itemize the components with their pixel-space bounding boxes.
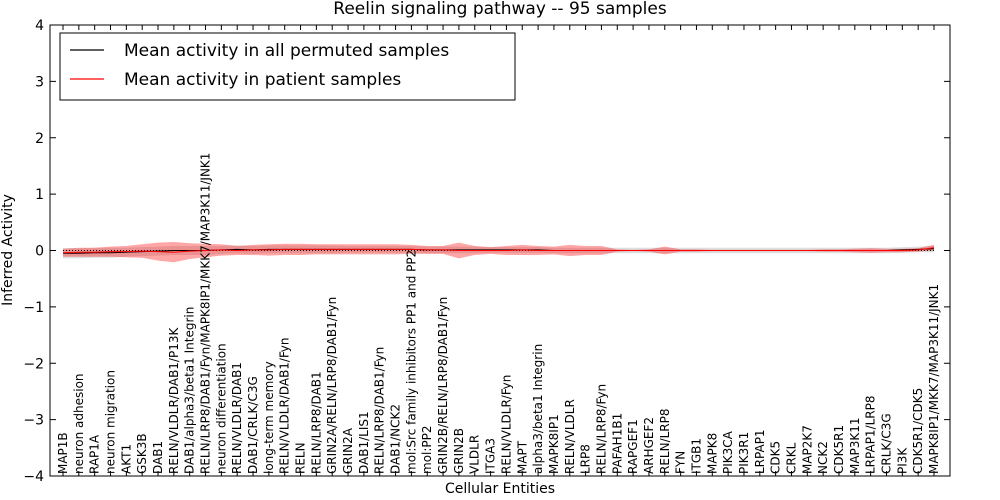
band-series-0 xyxy=(63,245,934,259)
x-tick-label: ITGA3 xyxy=(484,438,498,474)
x-tick-label: RAPGEF1 xyxy=(626,419,640,474)
x-tick-label: AKT1 xyxy=(119,444,133,474)
x-tick-label: GRIN2A/RELN/LRP8/DAB1/Fyn xyxy=(325,297,339,474)
x-tick-label: MAPK8IP1/MKK7/MAP3K11/JNK1 xyxy=(927,284,941,474)
y-tick-label: −3 xyxy=(23,413,44,429)
x-tick-label: neuron adhesion xyxy=(72,373,86,474)
x-tick-label: RELN/VLDLR xyxy=(563,399,577,474)
legend-label-patient: Mean activity in patient samples xyxy=(124,70,401,90)
x-tick-label: GSK3B xyxy=(135,433,149,474)
x-tick-label: MAP2K7 xyxy=(800,425,814,474)
y-tick-label: 3 xyxy=(35,74,44,90)
x-tick-label: RAP1A xyxy=(88,434,102,474)
legend-frame xyxy=(59,32,516,101)
x-tick-label: long-term memory xyxy=(262,361,276,474)
x-tick-label: LRP8 xyxy=(579,444,593,474)
x-tick-label: LRPAP1/LRP8 xyxy=(864,395,878,474)
x-tick-label: VLDLR xyxy=(468,435,482,474)
x-tick-label: DAB1/alpha3/beta1 Integrin xyxy=(183,307,197,474)
x-tick-label: RELN/VLDLR/DAB1 xyxy=(230,362,244,474)
y-tick-label: 1 xyxy=(35,187,44,203)
x-axis-label: Cellular Entities xyxy=(445,481,555,497)
x-tick-label: PI3K xyxy=(895,447,909,474)
x-tick-label: MAPT xyxy=(515,440,529,474)
y-tick-label: 2 xyxy=(35,131,44,147)
x-tick-label: RELN/VLDLR/Fyn xyxy=(499,375,513,474)
x-tick-label: DAB1/NCK2 xyxy=(389,404,403,474)
x-tick-label: CDK5R1/CDK5 xyxy=(911,388,925,474)
x-tick-label: FYN xyxy=(674,451,688,474)
x-tick-label: neuron migration xyxy=(104,370,118,474)
x-tick-label: ITGB1 xyxy=(690,438,704,474)
x-tick-label: RELN/VLDLR/DAB1/P13K xyxy=(167,327,181,474)
chart-title: Reelin signaling pathway -- 95 samples xyxy=(333,0,667,19)
x-tick-label: PIK3CA xyxy=(721,430,735,474)
x-tick-label: RELN/LRP8/Fyn xyxy=(594,384,608,474)
x-tick-label: MAP1B xyxy=(56,432,70,474)
y-tick-label: −2 xyxy=(23,356,44,372)
x-tick-label: mol:Src family inhibitors PP1 and PP2 xyxy=(404,250,418,474)
x-tick-label: PIK3R1 xyxy=(737,432,751,474)
x-tick-label: RELN/LRP8 xyxy=(658,408,672,474)
x-tick-label: PAFAH1B1 xyxy=(610,413,624,474)
x-tick-label: ARHGEF2 xyxy=(642,417,656,474)
x-tick-label: DAB1/LIS1 xyxy=(357,411,371,474)
x-tick-label: RELN/VLDLR/DAB1/Fyn xyxy=(278,338,292,474)
x-tick-label: neuron differentiation xyxy=(214,343,228,474)
x-tick-label: CDK5 xyxy=(769,441,783,474)
x-tick-label: RELN/LRP8/DAB1 xyxy=(309,371,323,474)
x-tick-label: MAPK8IP1 xyxy=(547,414,561,474)
y-tick-label: 4 xyxy=(35,18,44,34)
x-axis: MAP1B neuron adhesion RAP1A neuron migratio… xyxy=(56,25,941,476)
x-tick-label: DAB1/CRLK/C3G xyxy=(246,376,260,474)
y-tick-label: −1 xyxy=(23,300,44,316)
y-axis-label: Inferred Activity xyxy=(0,194,16,306)
x-tick-label: NCK2 xyxy=(816,441,830,474)
y-axis: −4 −3 −2 −1 0 1 2 3 4 xyxy=(23,18,950,485)
x-tick-label: CRLK/C3G xyxy=(880,413,894,474)
x-tick-label: GRIN2A xyxy=(341,427,355,474)
band-series-1 xyxy=(63,242,934,263)
x-tick-label: CDK5R1 xyxy=(832,425,846,474)
x-tick-label: MAPK8 xyxy=(705,433,719,474)
x-tick-label: CRKL xyxy=(785,442,799,474)
x-tick-label: GRIN2B/RELN/LRP8/DAB1/Fyn xyxy=(436,297,450,474)
series-line-1 xyxy=(62,247,935,254)
x-tick-label: GRIN2B xyxy=(452,428,466,474)
series-lines xyxy=(62,247,935,254)
x-tick-label: alpha3/beta1 Integrin xyxy=(531,344,545,474)
y-tick-label: −4 xyxy=(23,469,44,485)
x-tick-label: MAP3K11 xyxy=(848,417,862,474)
y-tick-label: 0 xyxy=(35,244,44,260)
confidence-bands xyxy=(63,242,934,263)
x-tick-label: RELN/LRP8/DAB1/Fyn xyxy=(373,347,387,474)
legend-label-permuted: Mean activity in all permuted samples xyxy=(124,41,449,61)
x-tick-label: DAB1 xyxy=(151,441,165,474)
legend: Mean activity in all permuted samples Me… xyxy=(59,32,516,101)
x-tick-label: mol:PP2 xyxy=(420,425,434,474)
x-tick-label: LRPAP1 xyxy=(753,429,767,474)
x-tick-label: RELN xyxy=(294,442,308,474)
x-tick-label: RELN/LRP8/DAB1/Fyn/MAPK8IP1/MKK7/MAP3K11… xyxy=(199,153,213,474)
